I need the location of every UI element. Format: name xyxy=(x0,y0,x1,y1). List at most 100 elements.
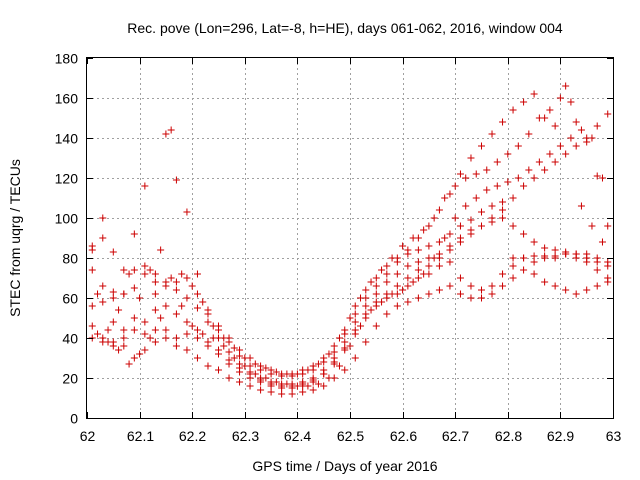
data-point xyxy=(383,278,391,286)
data-point xyxy=(288,390,296,398)
data-point xyxy=(541,166,549,174)
data-point xyxy=(351,326,359,334)
data-point xyxy=(509,262,517,270)
data-point xyxy=(478,208,485,216)
data-point xyxy=(293,382,301,390)
data-point xyxy=(257,386,265,394)
data-point xyxy=(146,266,154,274)
data-point xyxy=(367,306,375,314)
data-point xyxy=(141,346,149,354)
data-point xyxy=(99,214,107,222)
data-point xyxy=(314,380,322,388)
data-point xyxy=(251,370,259,378)
data-point xyxy=(278,390,286,398)
data-point xyxy=(167,126,175,134)
data-point xyxy=(330,348,338,356)
data-point xyxy=(493,158,501,166)
data-point xyxy=(362,338,370,346)
data-point xyxy=(151,338,159,346)
data-point xyxy=(188,322,196,330)
data-point xyxy=(341,326,349,334)
data-point xyxy=(351,310,359,318)
y-tick-label: 100 xyxy=(55,211,79,227)
data-point xyxy=(530,258,538,266)
data-point xyxy=(304,366,312,374)
data-point xyxy=(520,98,528,106)
y-tick-label: 40 xyxy=(62,331,78,347)
data-point xyxy=(172,286,180,294)
data-point xyxy=(183,318,191,326)
data-point xyxy=(204,362,212,370)
data-point xyxy=(209,322,217,330)
data-point xyxy=(593,172,601,180)
data-point xyxy=(309,386,317,394)
data-point xyxy=(556,142,564,150)
data-point xyxy=(604,278,612,286)
data-point xyxy=(588,134,596,142)
data-point xyxy=(478,294,485,302)
data-point xyxy=(204,338,212,346)
data-point xyxy=(241,354,249,362)
data-point xyxy=(483,186,491,194)
data-point xyxy=(220,334,228,342)
data-point xyxy=(388,290,396,298)
data-point xyxy=(577,126,585,134)
data-point xyxy=(462,202,470,210)
data-point xyxy=(236,378,244,386)
data-point xyxy=(351,302,359,310)
data-point xyxy=(409,234,417,242)
data-point xyxy=(251,360,259,368)
data-point xyxy=(556,94,564,102)
data-point xyxy=(425,222,433,230)
data-point xyxy=(414,258,422,266)
data-point xyxy=(583,258,591,266)
data-point xyxy=(299,388,307,396)
data-point xyxy=(383,310,391,318)
data-point xyxy=(383,270,391,278)
data-point xyxy=(193,354,201,362)
y-axis-label: STEC from uqrg / TECUs xyxy=(7,159,23,317)
data-point xyxy=(357,294,365,302)
data-point xyxy=(604,222,612,230)
data-point xyxy=(283,380,291,388)
data-point xyxy=(330,342,338,350)
data-point xyxy=(172,342,180,350)
data-point xyxy=(146,334,154,342)
data-point xyxy=(304,382,312,390)
data-point xyxy=(530,252,538,260)
x-tick-label: 62.1 xyxy=(127,428,154,444)
x-tick-label: 62.4 xyxy=(284,428,311,444)
y-tick-label: 160 xyxy=(55,91,79,107)
data-point xyxy=(267,388,275,396)
data-point xyxy=(478,286,485,294)
data-point xyxy=(577,202,585,210)
data-point xyxy=(193,290,201,298)
data-point xyxy=(520,254,528,262)
grid-lines xyxy=(87,58,613,418)
x-tick-label: 62.2 xyxy=(179,428,206,444)
x-tick-label: 63 xyxy=(606,428,622,444)
data-point xyxy=(115,306,123,314)
data-point xyxy=(562,150,570,158)
data-point xyxy=(151,270,159,278)
data-point xyxy=(172,334,180,342)
data-point xyxy=(299,380,307,388)
data-point xyxy=(236,346,244,354)
data-point xyxy=(172,310,180,318)
data-point xyxy=(109,318,117,326)
data-point xyxy=(520,266,528,274)
data-point xyxy=(604,110,612,118)
data-point xyxy=(183,346,191,354)
data-point xyxy=(204,318,212,326)
data-point xyxy=(193,326,201,334)
data-point xyxy=(488,218,496,226)
data-point xyxy=(478,222,485,230)
data-point xyxy=(215,366,222,374)
data-point xyxy=(509,274,517,282)
data-point xyxy=(335,362,343,370)
data-point xyxy=(109,288,117,296)
y-tick-label: 80 xyxy=(62,251,78,267)
data-point xyxy=(441,194,449,202)
data-point xyxy=(320,382,328,390)
data-point xyxy=(541,244,549,252)
